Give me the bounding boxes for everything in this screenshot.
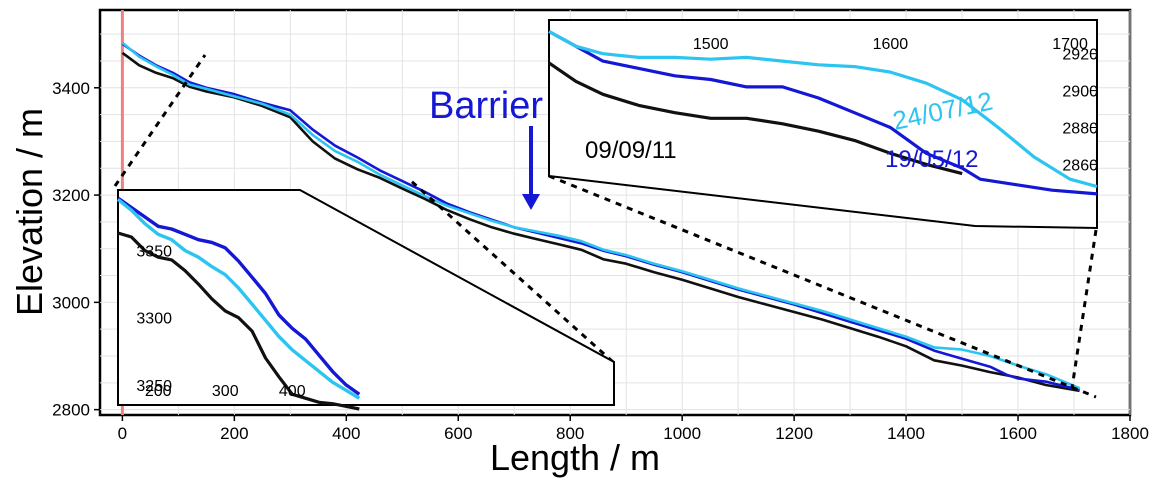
x-tick-label: 1000 <box>663 424 701 443</box>
left-inset-y-tick-label: 3350 <box>136 243 172 260</box>
barrier-arrow-head <box>522 194 540 210</box>
left-inset-frame <box>117 189 615 406</box>
x-tick-label: 1200 <box>775 424 813 443</box>
y-tick-label: 3400 <box>52 79 90 98</box>
y-axis-label: Elevation / m <box>9 108 50 316</box>
x-tick-label: 200 <box>220 424 248 443</box>
left-inset-series-2 <box>117 196 361 396</box>
connector-line <box>548 174 1097 399</box>
right-inset-frame <box>548 19 1098 230</box>
series-line-3 <box>121 41 1081 390</box>
y-tick-label: 3200 <box>52 186 90 205</box>
right-inset-series-3 <box>548 30 1098 189</box>
connector-line <box>1070 229 1098 389</box>
right-inset-x-tick-label: 1600 <box>873 36 909 53</box>
left-inset-x-tick-label: 200 <box>145 383 172 400</box>
connector-line <box>113 54 207 187</box>
x-tick-label: 1800 <box>1111 424 1149 443</box>
x-axis-label: Length / m <box>490 437 660 478</box>
series-group <box>121 41 1081 393</box>
left-inset-x-tick-label: 300 <box>212 383 239 400</box>
left-inset: 200 300 400 3250 3300 3350 <box>116 189 615 411</box>
series-line-1 <box>121 51 1080 393</box>
right-inset-y-tick-label: 2900 <box>1062 84 1098 101</box>
left-inset-y-tick-label: 3300 <box>136 311 172 328</box>
right-inset-series-1 <box>548 61 963 176</box>
label-09-09-11: 09/09/11 <box>585 137 677 164</box>
right-inset-series-2 <box>548 30 1098 196</box>
right-inset-x-tick-label: 1700 <box>1052 36 1088 53</box>
right-inset: 1500 1600 1700 2860 2880 2900 2920 <box>548 19 1098 230</box>
x-tick-label: 600 <box>444 424 472 443</box>
y-ticks: 2800 3000 3200 3400 <box>52 79 100 420</box>
right-inset-x-tick-label: 1500 <box>693 36 729 53</box>
right-inset-y-tick-label: 2920 <box>1062 47 1098 64</box>
x-tick-label: 400 <box>332 424 360 443</box>
x-tick-label: 800 <box>556 424 584 443</box>
label-19-05-12: 19/05/12 <box>885 146 978 173</box>
x-tick-label: 0 <box>118 424 127 443</box>
left-inset-y-tick-label: 3250 <box>136 378 172 395</box>
left-inset-x-tick-label: 400 <box>279 383 306 400</box>
right-inset-y-tick-label: 2860 <box>1062 157 1098 174</box>
y-tick-label: 3000 <box>52 293 90 312</box>
left-inset-series-3 <box>116 198 361 400</box>
connector-line <box>408 178 615 364</box>
series-line-2 <box>121 42 1080 392</box>
inset-connectors <box>113 54 1098 399</box>
x-tick-label: 1600 <box>999 424 1037 443</box>
barrier-label: Barrier <box>429 85 543 127</box>
right-inset-y-tick-label: 2880 <box>1062 120 1098 137</box>
x-tick-label: 1400 <box>887 424 925 443</box>
x-ticks: 0 200 400 600 800 1000 1200 1400 1600 1800 <box>118 415 1149 443</box>
left-inset-series-1 <box>117 231 360 411</box>
y-tick-label: 2800 <box>52 401 90 420</box>
